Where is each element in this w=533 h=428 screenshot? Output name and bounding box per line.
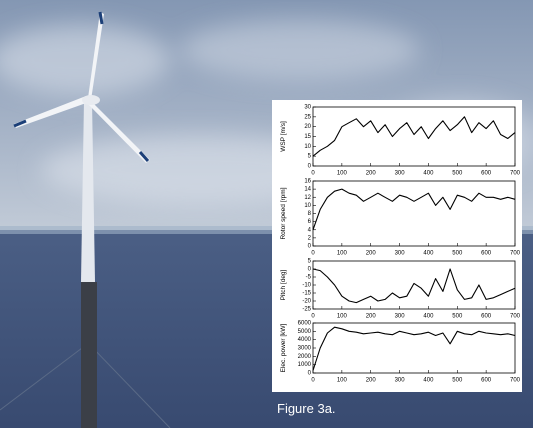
x-tick-label: 100	[337, 171, 348, 177]
x-tick-label: 700	[510, 251, 521, 257]
y-tick-label: 10	[304, 203, 311, 209]
x-tick-label: 400	[423, 314, 434, 320]
y-tick-label: 1000	[298, 362, 312, 368]
caption: Figure 3a.	[277, 401, 336, 416]
y-tick-label: -15	[302, 291, 311, 297]
y-tick-label: 25	[304, 114, 311, 120]
y-axis-label: Pitch [deg]	[280, 269, 287, 300]
y-tick-label: -10	[302, 283, 311, 289]
x-tick-label: 600	[481, 378, 492, 384]
y-tick-label: 14	[304, 187, 311, 193]
scene: Figure 3a. 05101520253001002003004005006…	[0, 0, 533, 428]
x-tick-label: 700	[510, 171, 521, 177]
x-tick-label: 300	[395, 378, 406, 384]
y-axis-label: Rotor speed [rpm]	[280, 187, 287, 239]
x-tick-label: 400	[423, 251, 434, 257]
x-tick-label: 200	[366, 378, 377, 384]
y-tick-label: 15	[304, 134, 311, 140]
x-tick-label: 600	[481, 251, 492, 257]
x-tick-label: 300	[395, 171, 406, 177]
y-tick-label: -5	[306, 275, 312, 281]
y-tick-label: 3000	[298, 346, 312, 352]
x-tick-label: 100	[337, 251, 348, 257]
x-tick-label: 600	[481, 171, 492, 177]
y-tick-label: 2000	[298, 354, 312, 360]
x-tick-label: 100	[337, 378, 348, 384]
y-tick-label: 4000	[298, 337, 312, 343]
x-tick-label: 300	[395, 314, 406, 320]
y-tick-label: 10	[304, 144, 311, 150]
x-tick-label: 400	[423, 171, 434, 177]
y-tick-label: 6000	[298, 321, 312, 327]
y-tick-label: -25	[302, 307, 311, 313]
x-tick-label: 400	[423, 378, 434, 384]
y-tick-label: 20	[304, 124, 311, 130]
x-tick-label: 200	[366, 314, 377, 320]
y-axis-label: Elec. power [kW]	[280, 323, 287, 372]
x-tick-label: 300	[395, 251, 406, 257]
x-tick-label: 500	[452, 378, 463, 384]
y-tick-label: 5000	[298, 329, 312, 335]
y-tick-label: 12	[304, 195, 311, 201]
x-tick-label: 500	[452, 251, 463, 257]
y-tick-label: 16	[304, 179, 311, 185]
y-tick-label: -20	[302, 299, 311, 305]
x-tick-label: 500	[452, 171, 463, 177]
y-axis-label: WSP [m/s]	[280, 121, 287, 152]
y-tick-label: 30	[304, 105, 311, 111]
x-tick-label: 200	[366, 171, 377, 177]
x-tick-label: 200	[366, 251, 377, 257]
x-tick-label: 500	[452, 314, 463, 320]
x-tick-label: 600	[481, 314, 492, 320]
x-tick-label: 700	[510, 314, 521, 320]
x-tick-label: 100	[337, 314, 348, 320]
x-tick-label: 700	[510, 378, 521, 384]
